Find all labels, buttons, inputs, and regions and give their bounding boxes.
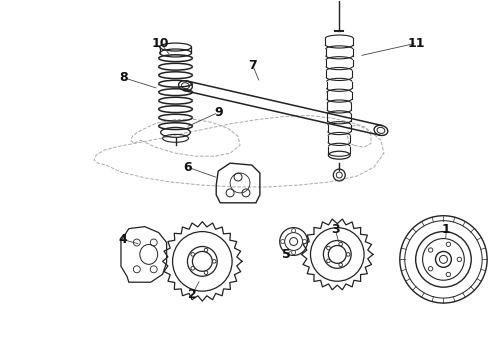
Circle shape xyxy=(191,253,195,256)
Text: 9: 9 xyxy=(214,106,222,119)
Circle shape xyxy=(446,242,450,247)
Text: 5: 5 xyxy=(282,248,291,261)
Circle shape xyxy=(457,257,462,262)
Text: 4: 4 xyxy=(119,233,127,246)
Circle shape xyxy=(446,272,450,277)
Circle shape xyxy=(204,248,208,252)
Text: 3: 3 xyxy=(331,223,340,236)
Circle shape xyxy=(191,267,195,270)
Circle shape xyxy=(428,248,433,252)
Text: 7: 7 xyxy=(248,59,257,72)
Circle shape xyxy=(346,253,350,256)
Circle shape xyxy=(327,259,330,263)
Text: 11: 11 xyxy=(408,37,425,50)
Circle shape xyxy=(292,251,295,255)
Text: 1: 1 xyxy=(442,223,451,236)
Circle shape xyxy=(339,242,343,246)
Text: 10: 10 xyxy=(152,37,170,50)
Text: 6: 6 xyxy=(183,161,192,174)
Circle shape xyxy=(302,239,307,243)
Circle shape xyxy=(213,260,216,263)
Circle shape xyxy=(428,266,433,271)
Circle shape xyxy=(204,271,208,274)
Circle shape xyxy=(339,263,343,267)
Circle shape xyxy=(292,229,295,233)
Circle shape xyxy=(327,246,330,250)
Text: 8: 8 xyxy=(120,71,128,84)
Circle shape xyxy=(281,239,285,243)
Text: 2: 2 xyxy=(188,288,197,301)
